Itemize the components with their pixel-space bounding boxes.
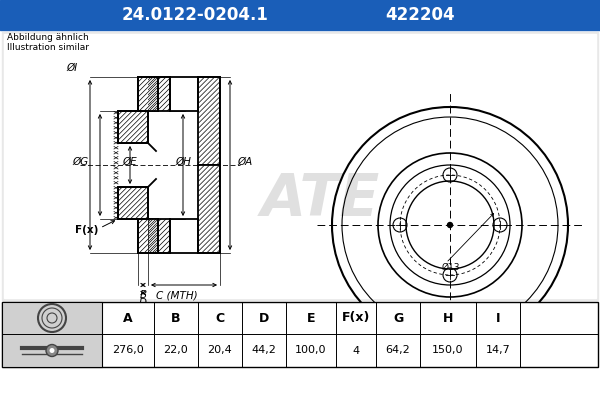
Text: 100,0: 100,0 [295,346,327,356]
Text: C (MTH): C (MTH) [156,290,197,300]
Circle shape [46,344,58,356]
Text: 64,2: 64,2 [386,346,410,356]
Text: B: B [171,312,181,324]
Text: F(x): F(x) [342,312,370,324]
Text: 4: 4 [352,346,359,356]
Text: Ø13: Ø13 [442,263,461,272]
Text: H: H [443,312,453,324]
Text: D: D [259,312,269,324]
Bar [2,32,598,300]
Text: ØG: ØG [72,157,88,167]
Circle shape [49,348,55,353]
Text: D: D [139,298,147,308]
Text: ØI: ØI [67,63,77,73]
Polygon shape [118,111,148,143]
Text: E: E [307,312,315,324]
Text: 150,0: 150,0 [432,346,464,356]
Polygon shape [148,77,170,111]
Text: 20,4: 20,4 [208,346,232,356]
Polygon shape [138,77,158,111]
Polygon shape [138,219,158,253]
Polygon shape [198,77,220,165]
Text: 22,0: 22,0 [164,346,188,356]
Polygon shape [118,187,148,219]
Polygon shape [198,165,220,253]
Text: ØH: ØH [175,157,191,167]
Text: ATE: ATE [260,172,380,228]
Bar [2,302,102,367]
Text: Illustration similar: Illustration similar [7,42,89,52]
Text: A: A [123,312,133,324]
Text: 44,2: 44,2 [251,346,277,356]
Text: 276,0: 276,0 [112,346,144,356]
Text: ØA: ØA [237,157,252,167]
Text: 422204: 422204 [385,6,455,24]
Bar [0,0,600,30]
Text: F(x): F(x) [75,225,98,235]
Text: ØE: ØE [122,157,137,167]
Circle shape [448,222,452,228]
Text: B: B [139,290,146,300]
Text: C: C [215,312,224,324]
Bar [4,34,596,298]
Text: I: I [496,312,500,324]
Text: Abbildung ähnlich: Abbildung ähnlich [7,34,89,42]
Polygon shape [148,219,170,253]
Bar [2,302,598,367]
Text: 24.0122-0204.1: 24.0122-0204.1 [122,6,268,24]
Text: 14,7: 14,7 [485,346,511,356]
Text: G: G [393,312,403,324]
